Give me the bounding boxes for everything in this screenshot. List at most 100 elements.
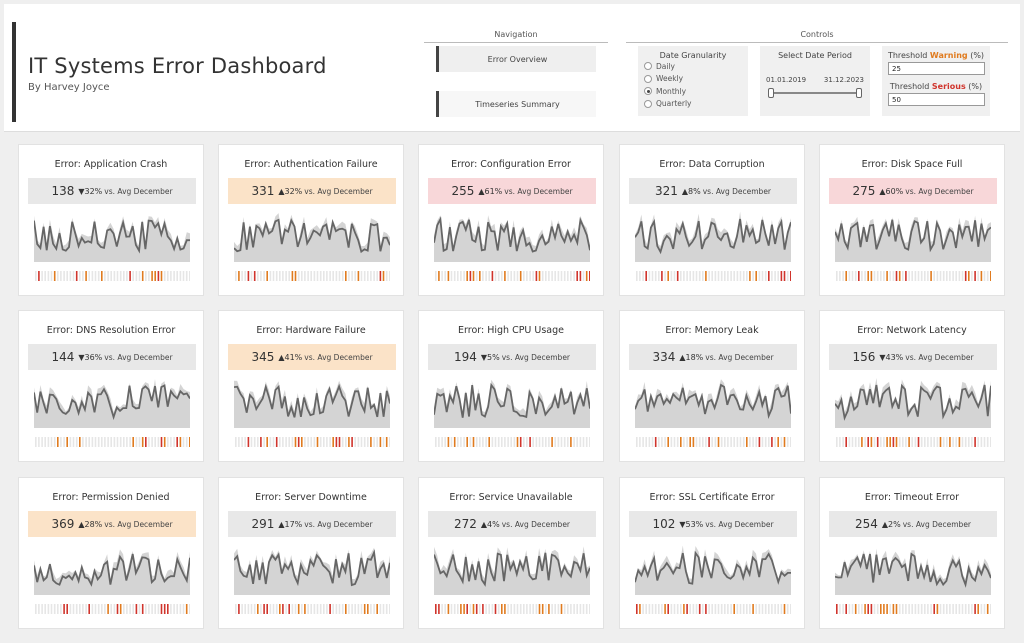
breach-tick <box>82 271 84 281</box>
breach-tick <box>141 271 144 281</box>
breach-tick <box>683 604 685 614</box>
error-card[interactable]: Error: Hardware Failure 345 ▲41% vs. Avg De… <box>218 310 404 462</box>
slider-end-handle[interactable] <box>856 88 862 98</box>
breach-tick <box>57 437 59 447</box>
error-card[interactable]: Error: Authentication Failure 331 ▲32% vs. … <box>218 144 404 296</box>
breach-tick <box>113 271 116 281</box>
breach-tick <box>367 271 369 281</box>
breach-tick <box>658 437 660 447</box>
breach-tick <box>329 604 331 614</box>
error-card[interactable]: Error: Service Unavailable 272 ▲4% vs. Avg … <box>418 477 604 629</box>
breach-tick <box>63 437 65 447</box>
breach-tick <box>911 271 913 281</box>
trend-arrow-icon: ▲ <box>278 186 285 196</box>
threshold-serious-input[interactable] <box>888 93 985 106</box>
error-card[interactable]: Error: High CPU Usage 194 ▼5% vs. Avg Decem… <box>418 310 604 462</box>
breach-tick <box>69 604 72 614</box>
error-card[interactable]: Error: Configuration Error 255 ▲61% vs. Avg… <box>418 144 604 296</box>
breach-tick <box>313 437 316 447</box>
breach-tick <box>771 271 773 281</box>
error-card[interactable]: Error: Timeout Error 254 ▲2% vs. Avg Decemb… <box>819 477 1005 629</box>
breach-tick <box>189 271 190 281</box>
breach-tick <box>902 437 904 447</box>
breach-tick <box>664 437 666 447</box>
breach-tick <box>658 271 660 281</box>
breach-tick <box>698 604 701 614</box>
error-card-title: Error: Network Latency <box>857 325 967 336</box>
granularity-option-weekly[interactable]: Weekly <box>644 73 748 86</box>
breach-tick <box>389 604 390 614</box>
kpi-comparison-label: vs. Avg December <box>504 186 573 196</box>
nav-error-overview-button[interactable]: Error Overview <box>436 46 596 72</box>
date-range-slider[interactable] <box>768 88 862 98</box>
breach-tick <box>648 437 651 447</box>
breach-tick <box>307 271 309 281</box>
radio-icon <box>644 62 652 71</box>
breach-tick <box>777 271 779 281</box>
breach-tick <box>41 604 43 614</box>
error-card[interactable]: Error: Network Latency 156 ▼43% vs. Avg Dec… <box>819 310 1005 462</box>
breach-tick <box>132 437 134 447</box>
breach-tick <box>733 604 735 614</box>
error-card[interactable]: Error: Data Corruption 321 ▲8% vs. Avg Dece… <box>619 144 805 296</box>
breach-tick <box>357 271 360 281</box>
sparkline-line <box>835 219 991 253</box>
breach-tick <box>964 604 967 614</box>
breach-tick <box>85 271 87 281</box>
breach-tick <box>479 271 481 281</box>
breach-tick <box>908 437 910 447</box>
breach-tick <box>472 437 475 447</box>
breach-tick <box>323 604 325 614</box>
granularity-option-daily[interactable]: Daily <box>644 60 748 73</box>
breach-tick <box>148 271 150 281</box>
error-card[interactable]: Error: Permission Denied 369 ▲28% vs. Avg D… <box>18 477 204 629</box>
breach-tick <box>501 437 503 447</box>
breach-tick <box>939 604 942 614</box>
breach-tick <box>651 604 654 614</box>
error-card[interactable]: Error: Application Crash 138 ▼32% vs. Avg D… <box>18 144 204 296</box>
breach-tick <box>491 437 494 447</box>
error-card[interactable]: Error: Server Downtime 291 ▲17% vs. Avg Dec… <box>218 477 404 629</box>
error-card[interactable]: Error: SSL Certificate Error 102 ▼53% vs. A… <box>619 477 805 629</box>
breach-tick <box>532 437 534 447</box>
kpi-value: 254 <box>854 517 878 531</box>
breach-tick <box>576 271 578 281</box>
granularity-option-quarterly[interactable]: Quarterly <box>644 98 748 111</box>
breach-tick <box>755 604 757 614</box>
error-card[interactable]: Error: Memory Leak 334 ▲18% vs. Avg Decembe… <box>619 310 805 462</box>
breach-tick <box>873 437 876 447</box>
kpi-change-percent: 53% <box>685 519 704 529</box>
error-card[interactable]: Error: DNS Resolution Error 144 ▼36% vs. Av… <box>18 310 204 462</box>
controls-heading: Controls <box>800 30 834 39</box>
threshold-warning-input[interactable] <box>888 62 985 75</box>
breach-tick <box>272 271 275 281</box>
breach-tick <box>291 271 294 281</box>
breach-tick <box>104 437 106 447</box>
nav-timeseries-summary-button[interactable]: Timeseries Summary <box>436 91 596 117</box>
kpi-comparison-label: vs. Avg December <box>104 186 173 196</box>
error-card-title: Error: Timeout Error <box>864 492 960 503</box>
slider-start-handle[interactable] <box>768 88 774 98</box>
breach-tick <box>360 271 363 281</box>
breach-tick <box>469 437 472 447</box>
error-card-title: Error: Hardware Failure <box>256 325 366 336</box>
breach-tick <box>475 437 478 447</box>
breach-tick <box>667 271 669 281</box>
breach-tick <box>920 604 923 614</box>
breach-tick <box>742 437 745 447</box>
breach-tick <box>880 437 882 447</box>
sparkline-range-band <box>835 215 991 262</box>
breach-tick <box>842 604 844 614</box>
breach-tick <box>651 271 654 281</box>
breach-tick <box>560 604 563 614</box>
breach-tick <box>683 271 685 281</box>
granularity-option-monthly[interactable]: Monthly <box>644 85 748 98</box>
breach-tick <box>642 271 644 281</box>
breach-tick <box>541 437 544 447</box>
breach-tick <box>373 604 375 614</box>
breach-tick <box>507 437 509 447</box>
breach-tick <box>920 271 923 281</box>
error-card[interactable]: Error: Disk Space Full 275 ▲60% vs. Avg Dec… <box>819 144 1005 296</box>
breach-tick <box>75 437 78 447</box>
kpi-change: ▲4% <box>481 520 500 529</box>
